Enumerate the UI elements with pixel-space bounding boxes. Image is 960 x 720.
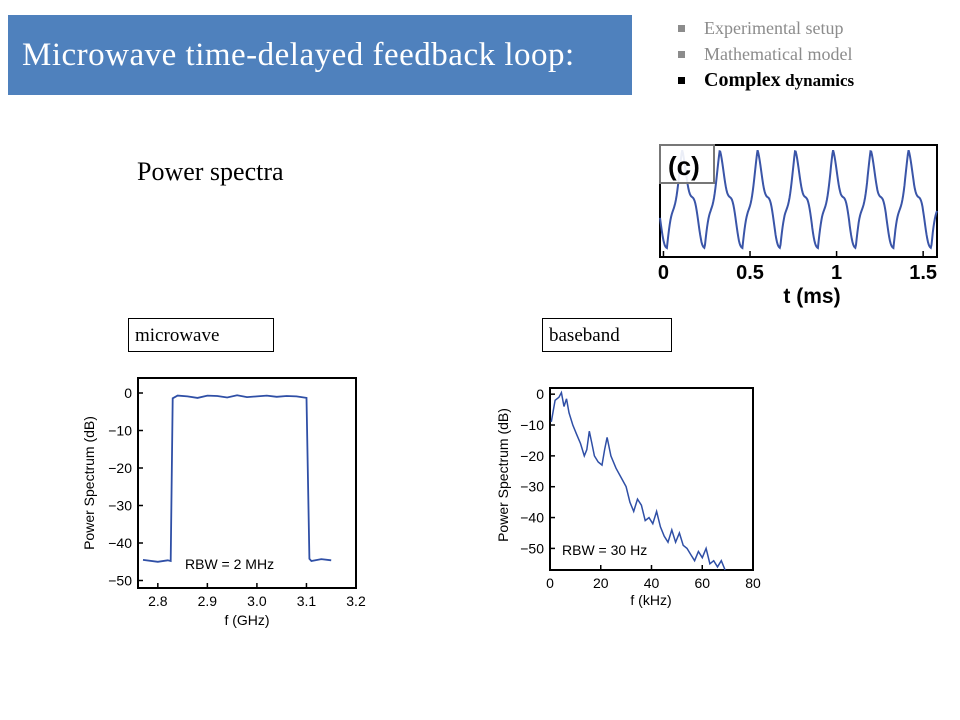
nav-item-label: Experimental setup (704, 18, 844, 38)
x-tick-label: 80 (745, 575, 761, 591)
nav-item-label: Mathematical model (704, 44, 853, 64)
x-tick-label: 1 (831, 262, 842, 284)
x-tick-label: 1.5 (909, 262, 937, 284)
title-banner: Microwave time-delayed feedback loop: (8, 15, 632, 95)
y-tick-label: −10 (108, 423, 132, 439)
nav-item-label: Complex (704, 69, 781, 91)
x-axis-label: f (kHz) (630, 592, 671, 608)
nav-item-mathematical-model[interactable]: Mathematical model (676, 41, 854, 67)
y-tick-label: −10 (520, 417, 544, 433)
x-tick-label: 60 (694, 575, 710, 591)
x-tick-label: 2.9 (198, 593, 218, 609)
y-tick-label: −30 (108, 498, 132, 514)
nav-item-experimental-setup[interactable]: Experimental setup (676, 15, 854, 41)
y-tick-label: −40 (108, 535, 132, 551)
nav-item-label-suffix: dynamics (785, 71, 855, 90)
y-tick-label: 0 (124, 385, 132, 401)
y-tick-label: −50 (108, 573, 132, 589)
y-axis-label: Power Spectrum (dB) (495, 408, 511, 542)
x-axis-ticks: 0 20 40 60 80 (546, 565, 761, 591)
y-tick-label: −40 (520, 510, 544, 526)
microwave-spectrum-chart: 2.8 2.9 3.0 3.1 3.2 0 −10 −20 −30 −40 −50 RBW = 2… (81, 377, 366, 628)
square-bullet-icon (678, 25, 685, 32)
x-tick-label: 0 (546, 575, 554, 591)
nav-item-complex-dynamics[interactable]: Complex dynamics (676, 67, 854, 93)
baseband-label: baseband (542, 318, 672, 352)
y-axis-label: Power Spectrum (dB) (81, 416, 97, 550)
plot-frame (137, 377, 357, 589)
microwave-label: microwave (128, 318, 274, 352)
slide-title: Microwave time-delayed feedback loop: (22, 37, 575, 73)
data-series-line (550, 390, 726, 571)
square-bullet-icon (678, 77, 685, 84)
data-series-line (659, 149, 938, 250)
data-series-line (142, 394, 332, 563)
x-axis-ticks: 2.8 2.9 3.0 3.1 3.2 (148, 583, 366, 609)
plot-frame (549, 387, 754, 571)
panel-label: (c) (668, 151, 700, 181)
square-bullet-icon (678, 51, 685, 58)
y-tick-label: 0 (536, 386, 544, 402)
section-subheading: Power spectra (137, 157, 284, 186)
x-tick-label: 3.0 (247, 593, 267, 609)
x-tick-label: 2.8 (148, 593, 168, 609)
x-tick-label: 3.1 (297, 593, 317, 609)
x-tick-label: 0 (658, 262, 669, 284)
y-tick-label: −20 (520, 448, 544, 464)
x-axis-label: f (GHz) (224, 612, 269, 628)
x-axis-label: t (ms) (783, 285, 840, 308)
section-nav: Experimental setup Mathematical model Co… (676, 15, 854, 93)
x-axis-ticks: 0 0.5 1 1.5 (658, 251, 937, 284)
x-tick-label: 3.2 (346, 593, 366, 609)
y-tick-label: −20 (108, 460, 132, 476)
x-tick-label: 40 (644, 575, 660, 591)
rbw-annotation: RBW = 30 Hz (562, 542, 647, 558)
y-axis-ticks: 0 −10 −20 −30 −40 −50 (520, 386, 555, 556)
y-tick-label: −50 (520, 540, 544, 556)
y-axis-ticks: 0 −10 −20 −30 −40 −50 (108, 385, 143, 589)
y-tick-label: −30 (520, 479, 544, 495)
baseband-spectrum-chart: 0 20 40 60 80 0 −10 −20 −30 −40 −50 RBW = 30 Hz f… (495, 386, 761, 608)
x-tick-label: 0.5 (736, 262, 764, 284)
rbw-annotation: RBW = 2 MHz (185, 556, 274, 572)
time-series-chart: (c) 0 0.5 1 1.5 t (ms) (658, 144, 938, 308)
panel-label-box (659, 144, 715, 184)
x-tick-label: 20 (593, 575, 609, 591)
